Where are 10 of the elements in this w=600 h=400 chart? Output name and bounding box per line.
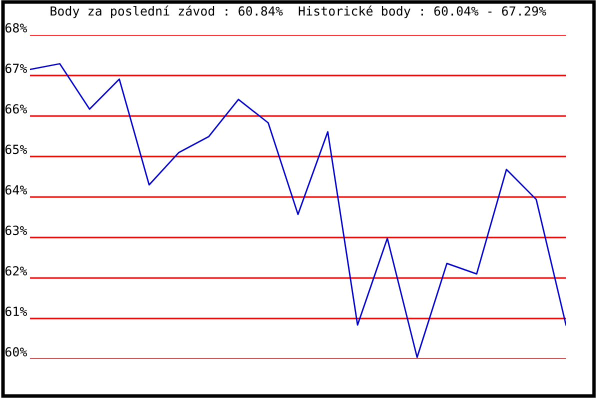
y-tick-label: 63%: [5, 226, 28, 236]
chart-title: Body za poslední závod : 60.84% Historické body : 60.04% - 67.29%: [50, 6, 546, 18]
y-tick-label: 62%: [5, 266, 28, 276]
y-tick-label: 64%: [5, 185, 28, 195]
y-tick-label: 67%: [5, 64, 28, 74]
y-tick-label: 61%: [5, 306, 28, 316]
y-tick-label: 66%: [5, 104, 28, 114]
y-tick-label: 68%: [5, 23, 28, 33]
y-tick-label: 60%: [5, 347, 28, 357]
y-tick-label: 65%: [5, 144, 28, 154]
